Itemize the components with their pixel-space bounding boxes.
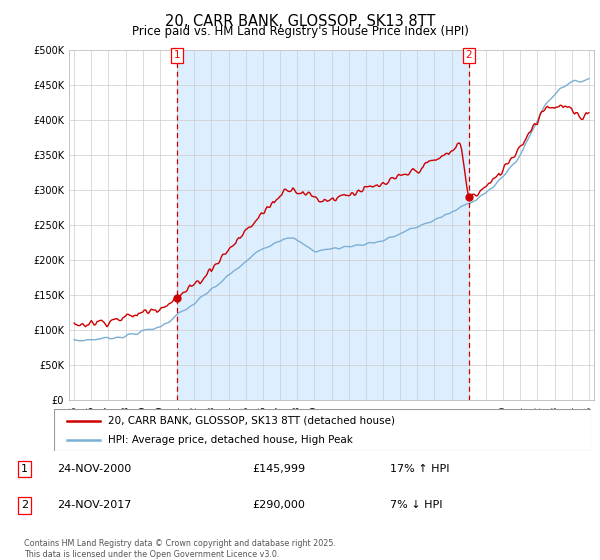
Text: Price paid vs. HM Land Registry's House Price Index (HPI): Price paid vs. HM Land Registry's House …: [131, 25, 469, 38]
Text: 7% ↓ HPI: 7% ↓ HPI: [390, 501, 443, 510]
Text: 2: 2: [21, 501, 28, 510]
Text: £145,999: £145,999: [252, 464, 305, 474]
Text: 24-NOV-2017: 24-NOV-2017: [57, 501, 131, 510]
Text: £290,000: £290,000: [252, 501, 305, 510]
Text: 20, CARR BANK, GLOSSOP, SK13 8TT: 20, CARR BANK, GLOSSOP, SK13 8TT: [165, 14, 435, 29]
Text: 1: 1: [174, 50, 181, 60]
Text: Contains HM Land Registry data © Crown copyright and database right 2025.
This d: Contains HM Land Registry data © Crown c…: [24, 539, 336, 559]
Text: 1: 1: [21, 464, 28, 474]
Text: 2: 2: [466, 50, 472, 60]
Text: HPI: Average price, detached house, High Peak: HPI: Average price, detached house, High…: [108, 435, 353, 445]
Text: 24-NOV-2000: 24-NOV-2000: [57, 464, 131, 474]
Text: 17% ↑ HPI: 17% ↑ HPI: [390, 464, 449, 474]
Text: 20, CARR BANK, GLOSSOP, SK13 8TT (detached house): 20, CARR BANK, GLOSSOP, SK13 8TT (detach…: [108, 416, 395, 426]
FancyBboxPatch shape: [54, 409, 591, 451]
Bar: [177, 50, 469, 400]
